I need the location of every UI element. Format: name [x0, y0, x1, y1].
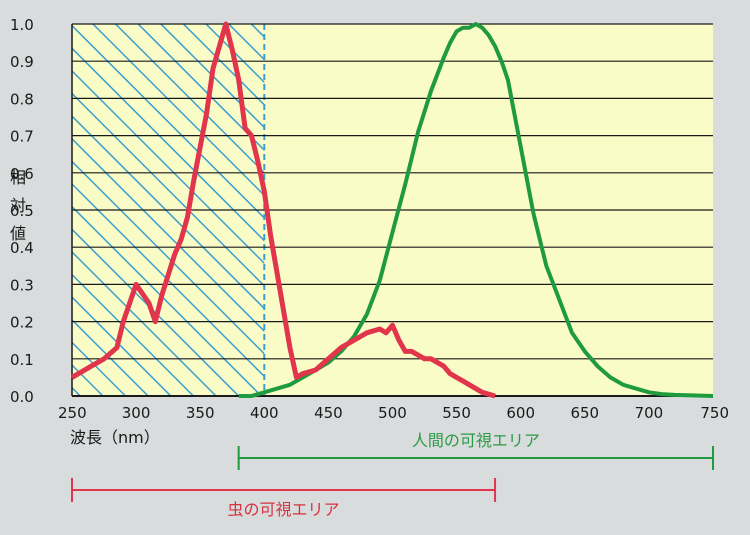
y-tick-label: 1.0 — [10, 16, 34, 34]
insect-sensitivity-line — [70, 21, 496, 399]
y-tick-label: 0.3 — [10, 276, 34, 294]
y-tick-label: 0.0 — [10, 388, 34, 406]
y-tick-label: 0.9 — [10, 53, 34, 71]
y-tick-label: 0.5 — [10, 202, 34, 220]
y-tick-labels: 0.0 0.1 0.2 0.3 0.4 0.5 0.6 0.7 0.8 0.9 1.0 — [10, 16, 34, 406]
x-tick-label: 750 — [700, 404, 729, 422]
human-sensitivity-line — [238, 22, 714, 398]
y-tick-label: 0.1 — [10, 351, 34, 369]
x-tick-label: 450 — [314, 404, 343, 422]
x-axis-label: 波長（nm） — [70, 428, 160, 447]
y-tick-label: 0.4 — [10, 239, 34, 257]
x-tick-label: 700 — [635, 404, 664, 422]
x-tick-label: 250 — [58, 404, 87, 422]
y-axis-label: 相対値 — [10, 168, 26, 243]
x-tick-label: 500 — [378, 404, 407, 422]
x-tick-label: 600 — [506, 404, 535, 422]
y-tick-label: 0.7 — [10, 128, 34, 146]
insect-range-label: 虫の可視エリア — [228, 500, 340, 519]
x-tick-label: 350 — [186, 404, 215, 422]
y-tick-label: 0.6 — [10, 165, 34, 183]
x-tick-label: 550 — [442, 404, 471, 422]
human-range-label: 人間の可視エリア — [412, 431, 540, 450]
x-tick-label: 400 — [250, 404, 279, 422]
y-tick-label: 0.8 — [10, 90, 34, 108]
x-tick-label: 650 — [570, 404, 599, 422]
x-tick-label: 300 — [122, 404, 151, 422]
y-tick-label: 0.2 — [10, 314, 34, 332]
x-tick-labels: 250 300 350 400 450 500 550 600 650 700 750 — [58, 404, 729, 422]
